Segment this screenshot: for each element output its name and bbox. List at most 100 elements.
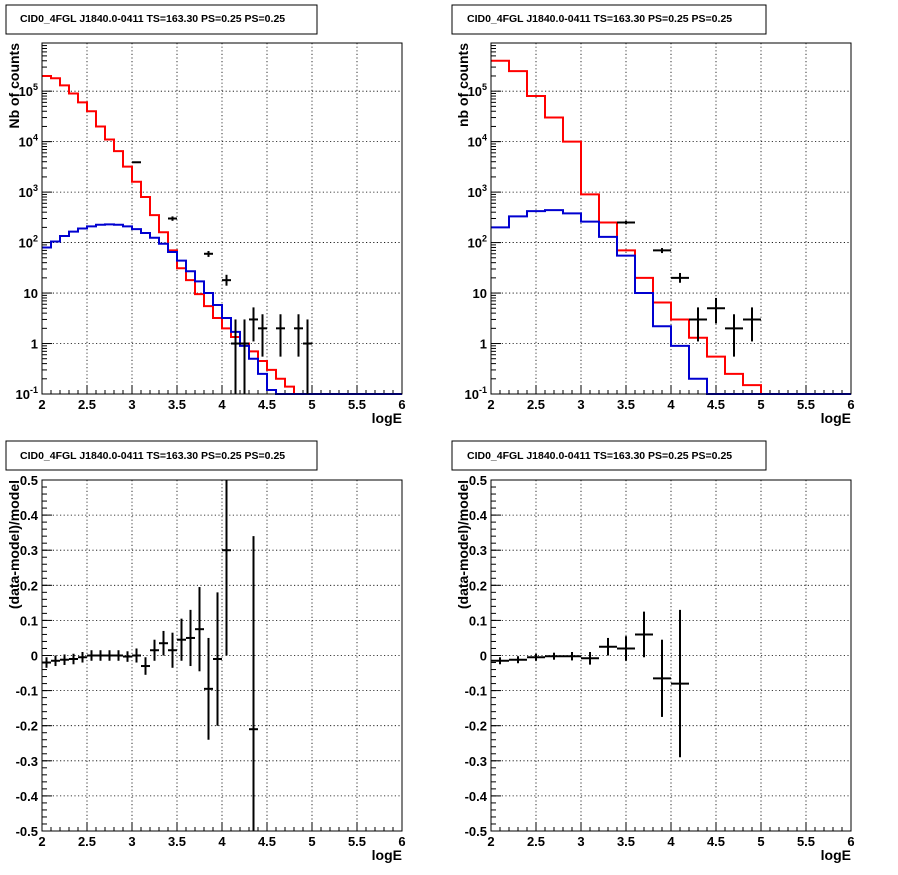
x-tick-label: 2.5: [527, 397, 545, 412]
y-tick-label: -0.4: [16, 789, 39, 804]
y-axis-label: nb of counts: [455, 43, 471, 127]
data-point: [60, 654, 69, 665]
y-tick-label: 0.3: [20, 543, 38, 558]
data-point: [168, 216, 177, 221]
x-tick-label: 3.5: [617, 834, 635, 849]
y-tick-label: -0.3: [16, 754, 38, 769]
y-tick-label: -0.1: [465, 684, 487, 699]
data-point: [599, 637, 617, 656]
x-tick-label: 3: [128, 834, 135, 849]
x-tick-label: 3: [577, 834, 584, 849]
data-point: [222, 274, 231, 286]
data-point: [249, 307, 258, 342]
model-total-histogram: [491, 59, 851, 395]
y-tick-label: 105: [19, 82, 38, 99]
y-tick-label: -0.5: [16, 824, 38, 839]
data-point: [617, 220, 635, 225]
x-tick-label: 2: [487, 834, 494, 849]
data-point: [653, 248, 671, 254]
plot-frame: [490, 479, 852, 832]
x-tick-label: 4: [667, 834, 675, 849]
x-tick-label: 4.5: [707, 834, 725, 849]
x-tick-label: 3: [577, 397, 584, 412]
data-point: [509, 656, 527, 664]
x-tick-label: 3.5: [168, 834, 186, 849]
residuals-fine-panel: CID0_4FGL J1840.0-0411 TS=163.30 PS=0.25…: [5, 440, 406, 863]
y-tick-label: -0.4: [465, 789, 488, 804]
data-point: [653, 639, 671, 717]
data-point: [204, 251, 213, 257]
x-tick-label: 5: [308, 397, 315, 412]
x-tick-label: 4: [218, 834, 226, 849]
data-point: [258, 314, 267, 357]
x-tick-label: 6: [847, 834, 854, 849]
data-point: [141, 657, 150, 675]
x-tick-label: 4.5: [258, 834, 276, 849]
y-tick-label: 102: [468, 234, 487, 251]
y-tick-label: 10-1: [16, 385, 38, 402]
data-point: [545, 652, 563, 660]
x-tick-label: 4.5: [707, 397, 725, 412]
data-point: [527, 653, 545, 661]
data-point: [249, 536, 258, 831]
residuals-plot-area: 2 2.5 3 3.5 4 4.5 5 5.5 6 -0.5 -0.4 -0.3 -0.2 -0.1 0 0.…: [455, 473, 855, 863]
x-tick-label: 5: [757, 397, 764, 412]
x-tick-label: 2.5: [78, 397, 96, 412]
plot-frame: [41, 42, 403, 395]
y-tick-label: 10: [24, 286, 38, 301]
data-point: [581, 651, 599, 665]
x-tick-label: 2.5: [78, 834, 96, 849]
x-axis-label: logE: [821, 847, 851, 863]
y-tick-label: -0.2: [465, 719, 487, 734]
data-point: [707, 297, 725, 324]
panel-title-box: [5, 4, 318, 35]
x-tick-label: 2.5: [527, 834, 545, 849]
y-tick-label: 102: [19, 234, 38, 251]
data-point: [725, 314, 743, 357]
data-point: [213, 592, 222, 726]
data-point: [204, 637, 213, 740]
data-point: [294, 314, 303, 357]
counts-coarse-panel: CID0_4FGL J1840.0-0411 TS=163.30 PS=0.25…: [451, 4, 855, 426]
data-point: [689, 307, 707, 342]
x-tick-label: 3.5: [168, 397, 186, 412]
data-point: [87, 650, 96, 661]
x-tick-label: 3.5: [617, 397, 635, 412]
data-point: [563, 651, 581, 661]
x-tick-label: 5: [308, 834, 315, 849]
x-axis-label: logE: [372, 410, 402, 426]
y-tick-label: 104: [19, 133, 38, 150]
x-tick-label: 4: [218, 397, 226, 412]
panel-title-box: [451, 4, 767, 35]
data-point: [168, 632, 177, 668]
residuals-coarse-panel: CID0_4FGL J1840.0-0411 TS=163.30 PS=0.25…: [451, 440, 855, 863]
x-tick-label: 6: [847, 397, 854, 412]
panel-title-box: [5, 440, 318, 471]
y-tick-label: 104: [468, 133, 487, 150]
data-point: [69, 653, 78, 665]
x-axis-label: logE: [821, 410, 851, 426]
y-axis-label: Nb of counts: [6, 43, 22, 129]
y-tick-label: 103: [468, 183, 487, 200]
y-tick-label: -0.2: [16, 719, 38, 734]
y-tick-label: 0.2: [469, 578, 487, 593]
data-point: [231, 319, 240, 394]
counts-plot-area: 2 2.5 3 3.5 4 4.5 5 5.5 6 10-1 1 10 102 103 104 105 logE…: [6, 42, 406, 426]
y-tick-label: 1: [480, 337, 487, 352]
data-point: [491, 657, 509, 665]
panel-title: CID0_4FGL J1840.0-0411 TS=163.30 PS=0.25…: [20, 13, 285, 25]
y-tick-label: 105: [468, 82, 487, 99]
counts-plot-area: 2 2.5 3 3.5 4 4.5 5 5.5 6 10-1 1 10 102 103 104 105 logE…: [455, 42, 855, 426]
data-point: [186, 609, 195, 667]
y-tick-label: 0.2: [20, 578, 38, 593]
y-tick-label: 0.5: [469, 473, 487, 488]
data-point: [123, 651, 132, 662]
data-point: [105, 650, 114, 661]
x-tick-label: 2: [38, 397, 45, 412]
plot-frame: [41, 479, 403, 832]
data-point: [222, 480, 231, 656]
plot-frame: [490, 42, 852, 395]
data-point: [303, 319, 312, 394]
y-tick-label: 0.4: [20, 508, 39, 523]
